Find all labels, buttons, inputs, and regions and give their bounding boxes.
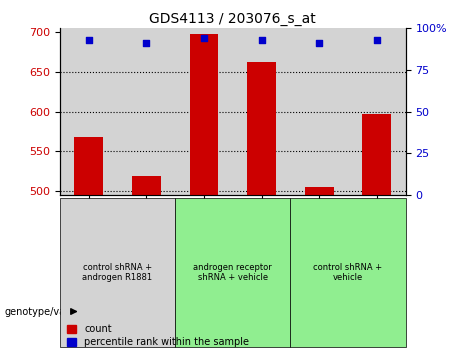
Point [200, 35, 207, 41]
Bar [189, 34, 219, 195]
Bar [132, 177, 161, 195]
Point [142, 40, 150, 46]
Text: control shRNA +
vehicle: control shRNA + vehicle [313, 263, 383, 282]
Title: GDS4113 / 203076_s_at: GDS4113 / 203076_s_at [149, 12, 316, 26]
Bar [305, 187, 334, 195]
Text: control shRNA +
androgen R1881: control shRNA + androgen R1881 [83, 263, 153, 282]
Text: androgen receptor
shRNA + vehicle: androgen receptor shRNA + vehicle [194, 263, 272, 282]
Point [315, 40, 323, 46]
Bar [118, 28, 175, 195]
Bar [233, 28, 290, 195]
Bar [74, 137, 103, 195]
Point [373, 37, 381, 43]
Bar [290, 28, 348, 195]
Legend: count, percentile rank within the sample: count, percentile rank within the sample [65, 322, 251, 349]
Bar [247, 62, 276, 195]
Bar [362, 114, 391, 195]
Point [258, 37, 266, 43]
Bar [60, 28, 118, 195]
Bar [348, 28, 406, 195]
Bar [175, 28, 233, 195]
Text: genotype/variation: genotype/variation [5, 307, 97, 316]
Point [85, 37, 92, 43]
